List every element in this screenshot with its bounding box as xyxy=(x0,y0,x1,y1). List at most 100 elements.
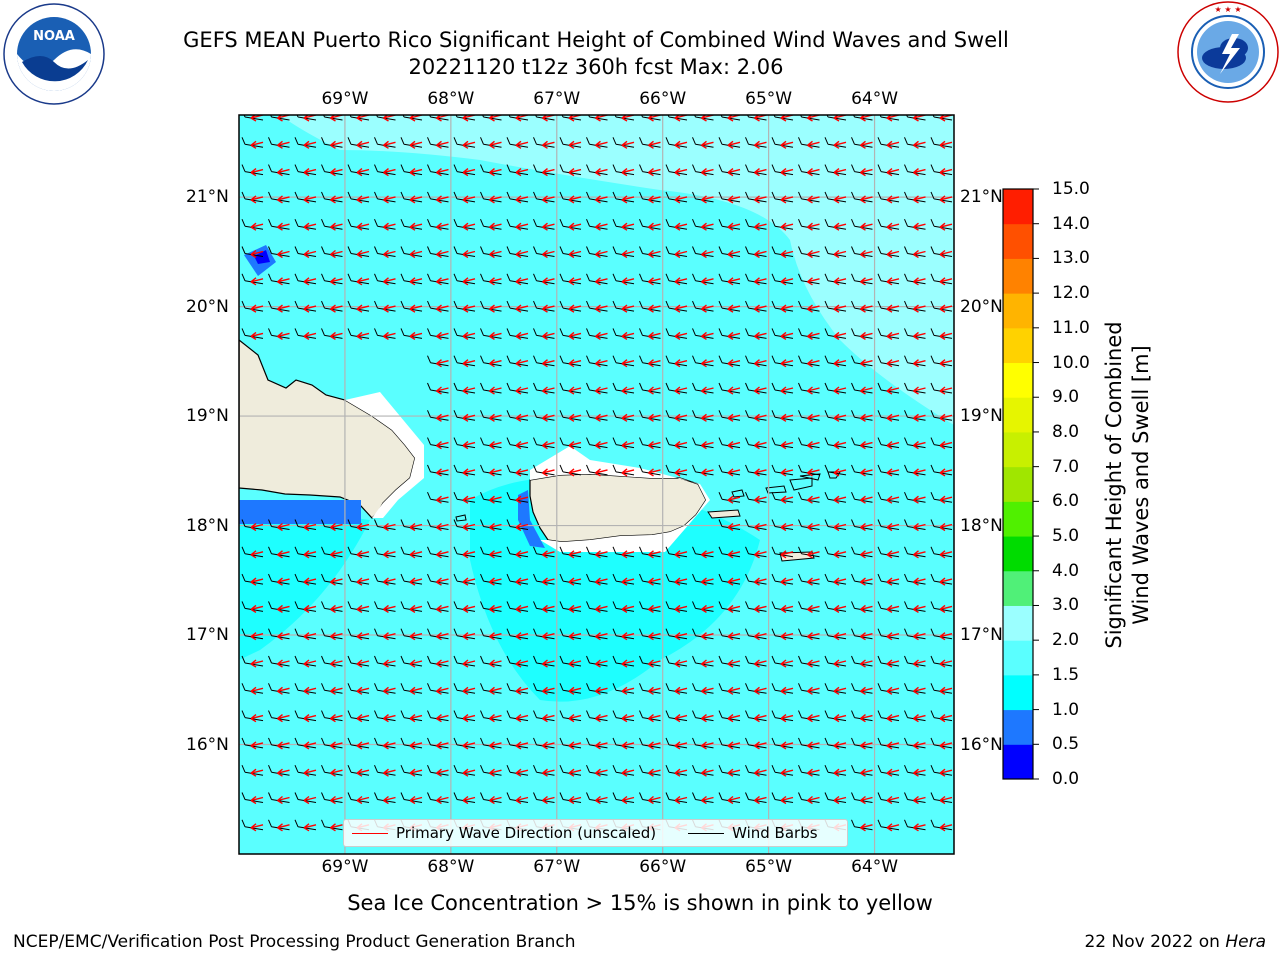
wave-direction-arrow xyxy=(568,632,582,641)
wind-barb xyxy=(321,137,343,148)
longitude-label-top: 66°W xyxy=(639,89,687,109)
wave-direction-arrow xyxy=(436,277,449,286)
wind-barb xyxy=(904,683,926,694)
wave-direction-arrow xyxy=(542,468,555,477)
wave-direction-arrow xyxy=(489,331,502,341)
wind-barb xyxy=(824,219,847,230)
wave-direction-arrow xyxy=(542,768,555,777)
wave-direction-arrow xyxy=(967,797,979,804)
wave-direction-arrow xyxy=(833,386,847,395)
wave-direction-arrow xyxy=(807,386,820,395)
wave-direction-arrow xyxy=(462,550,476,559)
wave-direction-arrow xyxy=(727,222,741,231)
wave-direction-arrow xyxy=(568,550,582,559)
wave-direction-arrow xyxy=(595,768,608,777)
wave-direction-arrow xyxy=(303,604,317,614)
wave-direction-arrow xyxy=(303,823,317,832)
wind-barb xyxy=(718,546,741,558)
wind-barb xyxy=(376,115,396,121)
wave-direction-arrow xyxy=(489,659,502,668)
colorbar xyxy=(1002,188,1039,780)
wind-barb xyxy=(851,464,873,476)
wind-barb xyxy=(930,273,953,285)
wave-direction-arrow xyxy=(595,714,608,723)
wave-direction-arrow xyxy=(330,140,343,149)
wind-barb xyxy=(294,328,317,339)
wave-direction-arrow xyxy=(595,413,608,422)
wave-direction-arrow xyxy=(330,222,343,231)
wind-barb xyxy=(453,273,476,285)
wind-barb xyxy=(851,137,873,148)
wave-direction-arrow xyxy=(515,386,529,395)
wave-direction-arrow xyxy=(860,632,873,641)
wave-direction-arrow xyxy=(515,550,529,559)
wave-direction-arrow xyxy=(515,359,529,368)
wave-direction-arrow xyxy=(515,659,529,668)
wind-barb xyxy=(877,382,900,394)
wave-direction-arrow xyxy=(967,251,979,258)
wind-barb xyxy=(480,710,502,722)
wave-direction-arrow xyxy=(674,632,688,641)
wind-barb xyxy=(745,191,767,203)
wind-barb xyxy=(506,519,529,530)
wind-barb xyxy=(402,115,423,121)
wave-direction-arrow xyxy=(489,632,502,641)
wind-barb xyxy=(771,765,794,776)
wind-barb xyxy=(453,137,476,148)
wave-direction-arrow xyxy=(913,331,926,341)
wave-direction-arrow xyxy=(967,278,979,285)
latitude-label-right: 18°N xyxy=(960,515,1003,536)
wave-direction-arrow xyxy=(701,659,714,668)
wave-direction-arrow xyxy=(436,222,449,231)
wave-direction-arrow xyxy=(886,413,900,422)
wave-direction-arrow xyxy=(595,441,608,450)
wind-barb xyxy=(667,115,688,121)
wind-barb xyxy=(718,328,741,339)
wind-barb xyxy=(771,191,794,203)
wind-barb xyxy=(771,219,794,230)
wind-barb xyxy=(294,273,317,285)
wind-barb xyxy=(294,573,317,585)
wind-barb xyxy=(533,628,555,640)
wave-direction-arrow xyxy=(727,659,741,668)
wind-barb xyxy=(400,246,423,257)
wind-barb xyxy=(321,655,343,667)
wind-barb xyxy=(588,115,608,121)
wind-barb xyxy=(694,115,714,121)
wind-barb xyxy=(771,464,794,476)
wave-direction-arrow xyxy=(833,632,847,641)
colorbar-tick-label: 5.0 xyxy=(1052,526,1080,547)
wind-barb xyxy=(665,737,688,749)
wind-barb xyxy=(639,601,661,612)
wind-barb xyxy=(427,437,449,449)
wind-barb xyxy=(798,792,820,803)
wind-barb xyxy=(321,573,343,585)
wave-direction-arrow xyxy=(303,522,317,532)
wind-barb xyxy=(612,573,635,585)
wave-direction-arrow xyxy=(277,550,290,559)
wind-barb xyxy=(877,683,900,694)
wind-barb xyxy=(294,246,317,257)
latitude-label-left: 19°N xyxy=(186,406,229,427)
wave-band-1-0m xyxy=(470,477,760,702)
wind-barb xyxy=(480,683,502,694)
wind-barb xyxy=(349,115,370,121)
wave-direction-arrow xyxy=(515,522,529,532)
wave-direction-arrow xyxy=(595,386,608,395)
wave-direction-arrow xyxy=(701,604,714,614)
wave-direction-arrow xyxy=(648,768,661,777)
wind-barb xyxy=(958,110,979,120)
wave-direction-arrow xyxy=(648,222,661,231)
wind-barb xyxy=(904,819,926,831)
wind-barb xyxy=(904,355,926,367)
wave-direction-arrow xyxy=(489,686,502,695)
wind-barb xyxy=(824,464,847,476)
wave-direction-arrow xyxy=(250,140,264,149)
wave-direction-arrow xyxy=(462,659,476,668)
wave-direction-arrow xyxy=(303,659,317,668)
wind-barb xyxy=(453,355,476,367)
wave-direction-arrow xyxy=(886,686,900,695)
wave-direction-arrow xyxy=(648,795,661,805)
wave-direction-arrow xyxy=(648,331,661,341)
wind-barb xyxy=(745,765,767,776)
